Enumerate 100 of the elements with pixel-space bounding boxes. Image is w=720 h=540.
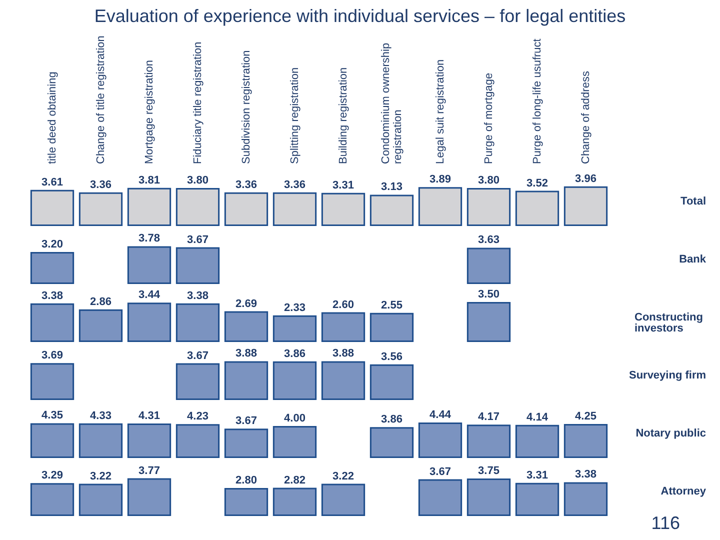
bar	[127, 302, 172, 342]
data-label: 2.80	[236, 474, 257, 486]
bar	[30, 483, 74, 516]
data-label: 3.56	[381, 350, 402, 363]
data-label: 2.82	[284, 474, 306, 486]
bar	[30, 423, 74, 458]
bar	[30, 303, 74, 342]
data-label: 3.31	[332, 179, 354, 192]
bar	[321, 192, 366, 226]
bar	[564, 482, 608, 516]
text: Notary public	[636, 428, 706, 440]
data-label: 3.86	[284, 348, 306, 360]
data-label: 3.44	[138, 289, 161, 302]
bar	[515, 424, 560, 458]
x-tick-label: Legal suit registration	[434, 59, 446, 164]
bar	[127, 188, 172, 226]
data-label: 3.20	[42, 238, 63, 250]
bar	[564, 424, 608, 458]
data-label: 3.88	[332, 348, 354, 360]
text: Constructing investors	[634, 312, 706, 334]
bar	[466, 424, 511, 458]
bar	[176, 303, 220, 342]
bar	[176, 188, 220, 226]
data-label: 3.63	[478, 234, 500, 246]
data-label: 3.67	[187, 234, 208, 246]
data-label: 3.88	[236, 348, 257, 360]
data-label: 3.36	[90, 178, 112, 191]
bar	[418, 187, 462, 226]
data-label: 3.61	[42, 176, 63, 188]
bar	[224, 311, 268, 342]
x-tick-label: Purge of long-life usufruct	[531, 38, 544, 164]
bar	[564, 186, 608, 226]
bar	[466, 478, 511, 516]
bar	[466, 188, 511, 226]
bar	[272, 426, 317, 458]
data-label: 3.36	[236, 178, 257, 191]
text: Attorney	[660, 486, 707, 498]
data-label: 3.67	[430, 466, 451, 478]
x-tick-label: Change of title registration	[94, 36, 107, 164]
data-label: 3.96	[575, 172, 596, 185]
data-label: 2.33	[284, 302, 306, 314]
bar	[176, 424, 220, 458]
data-label: 3.38	[575, 468, 596, 481]
x-tick-label: Subdivision registration	[240, 50, 252, 164]
data-label: 3.67	[236, 415, 257, 428]
x-tick-label: Fiduciary title registration	[192, 42, 204, 164]
bar	[127, 424, 172, 458]
data-label: 4.35	[42, 410, 63, 422]
bar	[224, 488, 268, 516]
x-tick-label: Building registration	[337, 67, 350, 164]
bar	[370, 427, 414, 458]
bar	[78, 423, 123, 458]
bar	[321, 312, 366, 342]
bar	[78, 484, 123, 516]
chart-title: Evaluation of experience with individual services – for legal entities	[93, 6, 627, 27]
bar	[370, 312, 414, 342]
bar	[418, 479, 462, 516]
data-label: 3.67	[187, 350, 208, 362]
bar	[30, 190, 74, 226]
data-label: 3.22	[332, 470, 354, 482]
bar	[466, 302, 511, 342]
data-label: 4.44	[430, 408, 452, 421]
data-label: 4.23	[187, 410, 208, 423]
data-label: 3.52	[526, 177, 548, 190]
bar	[78, 309, 123, 342]
data-label: 4.31	[138, 410, 160, 422]
bar	[515, 190, 560, 226]
x-tick-label: Change of address	[580, 70, 592, 164]
bar	[127, 478, 172, 516]
data-label: 3.38	[187, 290, 208, 302]
bar	[78, 192, 123, 226]
data-label: 3.29	[42, 470, 63, 482]
bar	[224, 428, 268, 458]
x-tick-label: Purge of mortgage	[482, 72, 495, 164]
x-tick-label: Condominium ownership registration	[380, 40, 404, 164]
data-label: 3.89	[430, 174, 451, 186]
text: 116	[651, 513, 680, 534]
data-label: 4.33	[90, 410, 112, 422]
data-label: 3.50	[478, 288, 500, 300]
bar	[272, 315, 317, 342]
data-label: 4.14	[526, 411, 549, 424]
data-label: 3.22	[90, 470, 112, 482]
data-label: 3.75	[478, 465, 500, 477]
data-label: 4.25	[575, 410, 596, 422]
text: Surveying firm	[628, 370, 706, 382]
data-label: 2.55	[381, 299, 402, 312]
bar	[418, 422, 462, 458]
data-label: 3.86	[381, 414, 402, 426]
bar	[224, 192, 268, 226]
bar	[321, 484, 366, 516]
x-tick-label: Mortgage registration	[143, 60, 156, 164]
data-label: 2.86	[90, 296, 112, 308]
data-label: 3.38	[42, 290, 63, 302]
data-label: 3.80	[478, 174, 500, 186]
data-label: 2.60	[332, 298, 354, 311]
bar	[515, 482, 560, 516]
x-tick-label: title deed obtaining	[46, 72, 58, 164]
data-label: 4.17	[478, 411, 500, 424]
bar	[272, 488, 317, 516]
data-label: 3.77	[138, 464, 160, 477]
